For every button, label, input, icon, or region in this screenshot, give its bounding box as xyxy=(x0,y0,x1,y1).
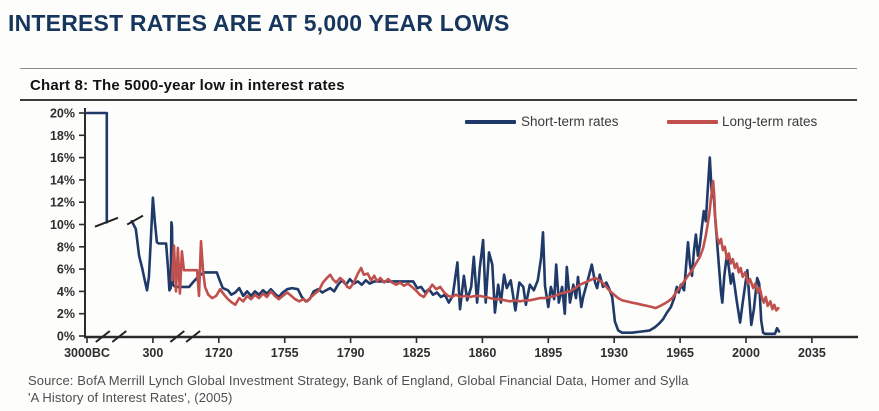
x-tick-label: 1755 xyxy=(271,346,299,360)
y-tick-label: 12% xyxy=(50,196,75,210)
short-term-legend-label: Short-term rates xyxy=(521,114,619,129)
x-axis-break-mark xyxy=(169,330,185,343)
long-term-legend-label: Long-term rates xyxy=(722,114,818,129)
x-axis-break-mark xyxy=(185,330,201,343)
x-axis-break-mark xyxy=(95,330,111,343)
y-tick-label: 2% xyxy=(57,307,75,321)
x-tick-label: 300 xyxy=(142,346,163,360)
long-term-series-line xyxy=(170,179,780,312)
y-tick-label: 14% xyxy=(50,173,75,187)
x-tick-label: 1930 xyxy=(600,346,628,360)
x-axis-break-mark xyxy=(111,330,127,343)
y-tick-label: 16% xyxy=(50,151,75,165)
y-tick-label: 0% xyxy=(57,330,75,344)
x-tick-label: 2035 xyxy=(798,346,826,360)
y-tick-label: 10% xyxy=(50,218,75,232)
series-break-mark xyxy=(126,214,144,226)
source-text-line1: Source: BofA Merrill Lynch Global Invest… xyxy=(28,373,689,388)
chart-top-rule xyxy=(20,68,857,69)
y-tick-label: 20% xyxy=(50,107,75,121)
short-term-legend-line xyxy=(465,120,516,124)
y-tick-label: 4% xyxy=(57,285,75,299)
chart-header-underline xyxy=(20,99,857,101)
series-break-mark xyxy=(94,216,119,228)
x-tick-label: 1790 xyxy=(337,346,365,360)
x-tick-label: 1720 xyxy=(205,346,233,360)
x-tick-label: 1965 xyxy=(666,346,694,360)
short-term-series-line xyxy=(85,111,109,224)
y-tick-label: 8% xyxy=(57,240,75,254)
long-term-legend-line xyxy=(667,120,718,124)
y-tick-label: 18% xyxy=(50,129,75,143)
y-tick-label: 6% xyxy=(57,263,75,277)
source-text-line2: 'A History of Interest Rates', (2005) xyxy=(28,390,233,405)
x-tick-label: 2000 xyxy=(732,346,760,360)
x-tick-label: 1860 xyxy=(468,346,496,360)
chart-header: Chart 8: The 5000-year low in interest r… xyxy=(30,77,345,94)
page-title: INTEREST RATES ARE AT 5,000 YEAR LOWS xyxy=(8,10,510,36)
x-tick-label: 1895 xyxy=(534,346,562,360)
short-term-series-line xyxy=(130,156,781,336)
x-tick-label: 3000BC xyxy=(64,346,110,360)
x-tick-label: 1825 xyxy=(403,346,431,360)
